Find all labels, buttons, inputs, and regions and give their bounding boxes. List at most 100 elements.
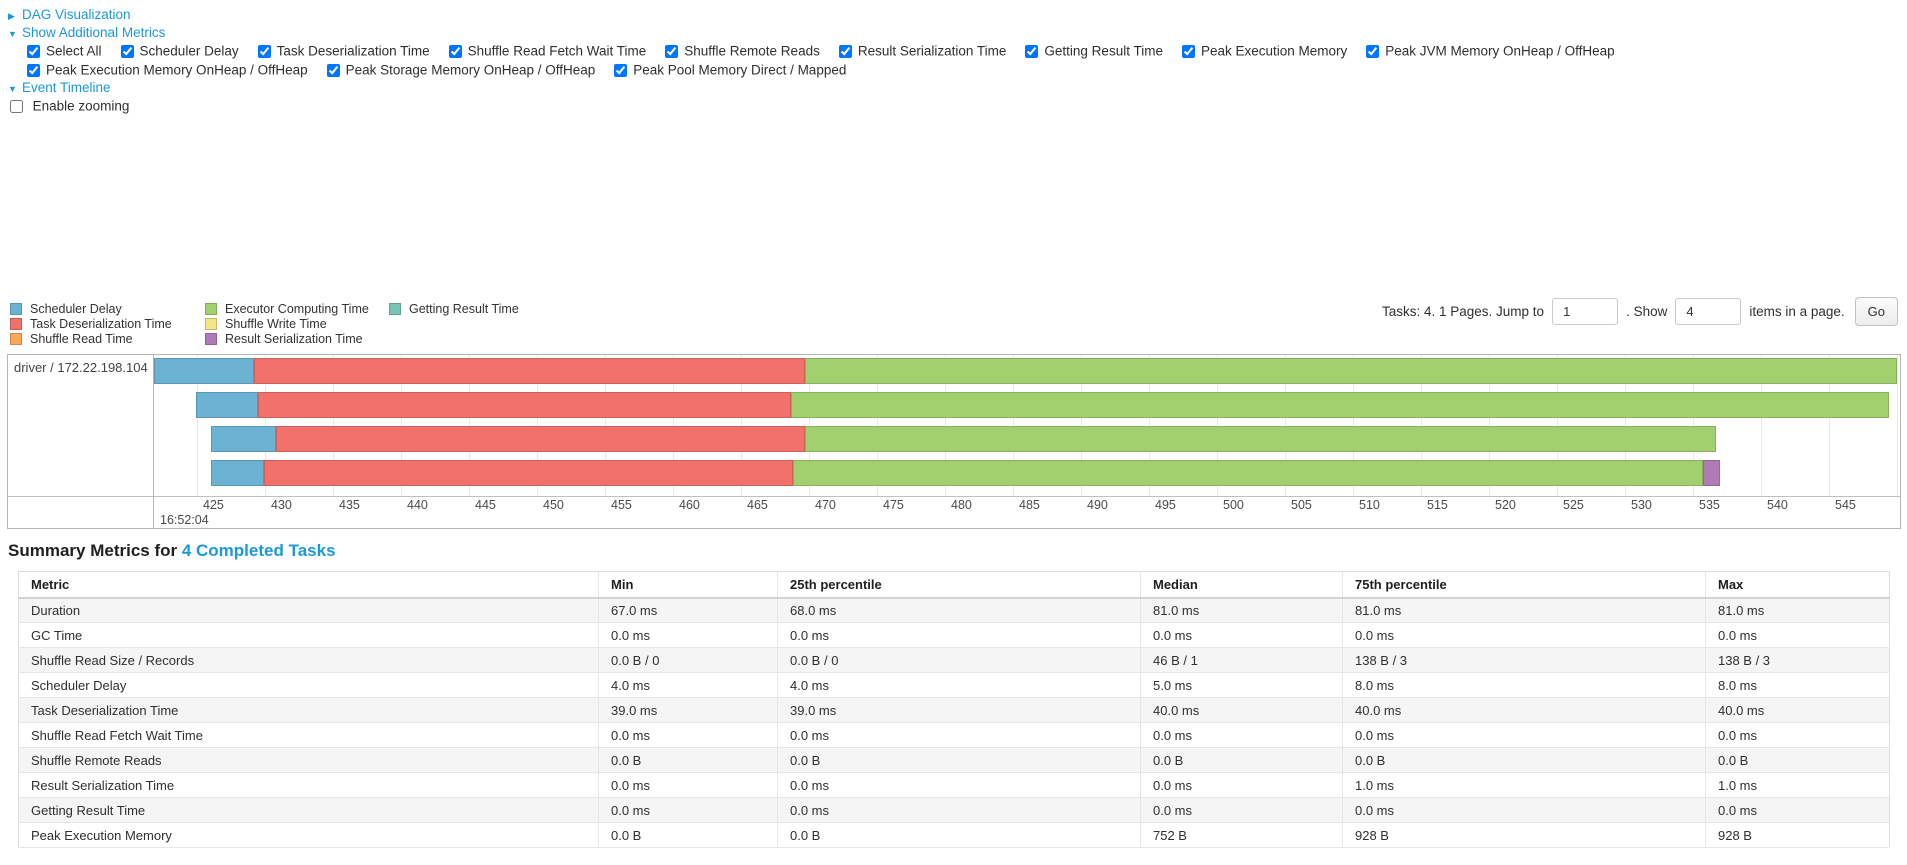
metric-checkbox[interactable] xyxy=(665,45,679,59)
task-bar-segment-executor-computing[interactable] xyxy=(792,460,1703,486)
metric-checkbox-row[interactable]: Task Deserialization Time xyxy=(257,43,430,59)
go-button[interactable]: Go xyxy=(1854,296,1898,326)
metric-name-cell: Scheduler Delay xyxy=(18,672,599,698)
metric-name-cell: Shuffle Read Size / Records xyxy=(18,647,599,673)
metric-value-cell: 81.0 ms xyxy=(1140,597,1343,623)
executor-computing-swatch-icon xyxy=(205,303,217,315)
metric-checkbox[interactable] xyxy=(1025,45,1039,59)
task-bar-segment-scheduler-delay[interactable] xyxy=(210,460,264,486)
metric-value-cell: 0.0 B xyxy=(1342,747,1706,773)
task-bar-segment-scheduler-delay[interactable] xyxy=(195,392,259,418)
event-timeline-chart[interactable]: driver / 172.22.198.104 425 430 435 440 445 4… xyxy=(7,354,1901,529)
metric-checkbox[interactable] xyxy=(27,63,40,77)
metric-checkbox-row[interactable]: Peak JVM Memory OnHeap / OffHeap xyxy=(1366,43,1615,59)
metric-checkbox[interactable] xyxy=(257,45,271,59)
axis-tick-label: 505 xyxy=(1291,498,1312,512)
enable-zooming-checkbox[interactable] xyxy=(10,100,23,114)
summary-table-row: Scheduler Delay 4.0 ms 4.0 ms 5.0 ms 8.0 ms 8… xyxy=(18,672,1890,698)
timeline-axis-line xyxy=(8,496,1900,497)
legend-label: Shuffle Write Time xyxy=(225,317,327,331)
metric-name-cell: Shuffle Remote Reads xyxy=(18,747,599,773)
axis-tick-label: 475 xyxy=(883,498,904,512)
legend-label: Result Serialization Time xyxy=(225,332,363,346)
metric-value-cell: 0.0 ms xyxy=(1705,622,1890,648)
task-deserialization-swatch-icon xyxy=(10,318,22,330)
enable-zooming-checkbox-row[interactable]: Enable zooming xyxy=(10,98,129,114)
timeline-group-column: driver / 172.22.198.104 xyxy=(8,355,154,496)
metric-checkbox[interactable] xyxy=(1181,45,1195,59)
summary-table-row: Result Serialization Time 0.0 ms 0.0 ms 0.0… xyxy=(18,772,1890,798)
task-bar-segment-scheduler-delay[interactable] xyxy=(210,426,276,452)
gridline xyxy=(1897,355,1898,496)
task-bar-segment-executor-computing[interactable] xyxy=(804,358,1897,384)
gridline xyxy=(1149,355,1150,496)
axis-tick-label: 470 xyxy=(815,498,836,512)
show-additional-metrics-toggle[interactable]: ▼ Show Additional Metrics xyxy=(8,24,1907,42)
event-timeline-toggle[interactable]: ▼ Event Timeline xyxy=(8,79,1907,97)
shuffle-write-swatch-icon xyxy=(205,318,217,330)
metric-value-cell: 39.0 ms xyxy=(777,697,1141,723)
gridline xyxy=(945,355,946,496)
summary-column-header: Min xyxy=(598,571,778,599)
metric-checkbox[interactable] xyxy=(1366,45,1380,59)
metric-checkbox-row[interactable]: Shuffle Remote Reads xyxy=(665,43,820,59)
metric-checkbox-label: Getting Result Time xyxy=(1044,43,1163,59)
metric-checkbox-row[interactable]: Select All xyxy=(27,43,102,59)
axis-tick-label: 530 xyxy=(1631,498,1652,512)
items-per-page-input[interactable] xyxy=(1675,297,1742,325)
metric-checkbox[interactable] xyxy=(27,45,40,59)
metric-checkbox[interactable] xyxy=(448,45,462,59)
result-serialization-swatch-icon xyxy=(205,333,217,345)
metric-checkbox[interactable] xyxy=(838,45,852,59)
axis-tick-label: 525 xyxy=(1563,498,1584,512)
metric-checkbox-row[interactable]: Peak Execution Memory OnHeap / OffHeap xyxy=(27,62,308,77)
metric-value-cell: 138 B / 3 xyxy=(1342,647,1706,673)
metric-checkbox-row[interactable]: Peak Pool Memory Direct / Mapped xyxy=(614,62,846,77)
task-bar-segment-scheduler-delay[interactable] xyxy=(154,358,255,384)
show-additional-metrics-link[interactable]: Show Additional Metrics xyxy=(22,25,166,40)
axis-tick-label: 540 xyxy=(1767,498,1788,512)
task-bar-segment-executor-computing[interactable] xyxy=(791,392,1889,418)
metric-name-cell: Result Serialization Time xyxy=(18,772,599,798)
metric-value-cell: 1.0 ms xyxy=(1705,772,1890,798)
metric-value-cell: 0.0 ms xyxy=(1342,722,1706,748)
jump-to-page-input[interactable] xyxy=(1552,297,1619,325)
metric-checkbox[interactable] xyxy=(326,63,340,77)
metric-checkbox[interactable] xyxy=(120,45,134,59)
metric-checkbox-row[interactable]: Result Serialization Time xyxy=(838,43,1006,59)
gridline xyxy=(1693,355,1694,496)
getting-result-swatch-icon xyxy=(389,303,401,315)
task-bar-segment-task-deserialization[interactable] xyxy=(263,460,793,486)
metric-checkbox-row[interactable]: Scheduler Delay xyxy=(120,43,239,59)
gridline xyxy=(673,355,674,496)
metric-checkbox-row[interactable]: Getting Result Time xyxy=(1025,43,1163,59)
metric-checkbox-label: Peak JVM Memory OnHeap / OffHeap xyxy=(1385,43,1615,59)
dag-visualization-toggle[interactable]: ▶ DAG Visualization xyxy=(8,6,1907,24)
task-bar-segment-task-deserialization[interactable] xyxy=(275,426,805,452)
metric-value-cell: 5.0 ms xyxy=(1140,672,1343,698)
metric-name-cell: Duration xyxy=(18,597,599,623)
dag-visualization-link[interactable]: DAG Visualization xyxy=(22,7,131,22)
task-bar-segment-executor-computing[interactable] xyxy=(804,426,1717,452)
task-bar-segment-result-serialization[interactable] xyxy=(1702,460,1721,486)
metric-value-cell: 0.0 B / 0 xyxy=(777,647,1141,673)
metric-checkbox[interactable] xyxy=(614,63,628,77)
completed-tasks-link[interactable]: 4 Completed Tasks xyxy=(181,541,336,560)
metric-checkbox-label: Select All xyxy=(46,43,102,59)
metric-checkbox-row[interactable]: Peak Execution Memory xyxy=(1181,43,1347,59)
task-bar-segment-task-deserialization[interactable] xyxy=(258,392,792,418)
legend-item: Task Deserialization Time xyxy=(10,317,205,331)
gridline xyxy=(1557,355,1558,496)
metric-checkbox-row[interactable]: Shuffle Read Fetch Wait Time xyxy=(448,43,646,59)
metric-value-cell: 752 B xyxy=(1140,822,1343,848)
task-bar-segment-task-deserialization[interactable] xyxy=(254,358,805,384)
metrics-checkbox-list: Select All Scheduler Delay Task Deserializ… xyxy=(8,42,1907,79)
gridline xyxy=(1285,355,1286,496)
metric-value-cell: 0.0 B xyxy=(1705,747,1890,773)
metric-checkbox-row[interactable]: Peak Storage Memory OnHeap / OffHeap xyxy=(326,62,595,77)
metric-value-cell: 0.0 ms xyxy=(1140,797,1343,823)
axis-tick-label: 445 xyxy=(475,498,496,512)
event-timeline-link[interactable]: Event Timeline xyxy=(22,80,111,96)
legend-column: Scheduler Delay Task Deserialization Time… xyxy=(10,302,205,347)
axis-tick-label: 450 xyxy=(543,498,564,512)
